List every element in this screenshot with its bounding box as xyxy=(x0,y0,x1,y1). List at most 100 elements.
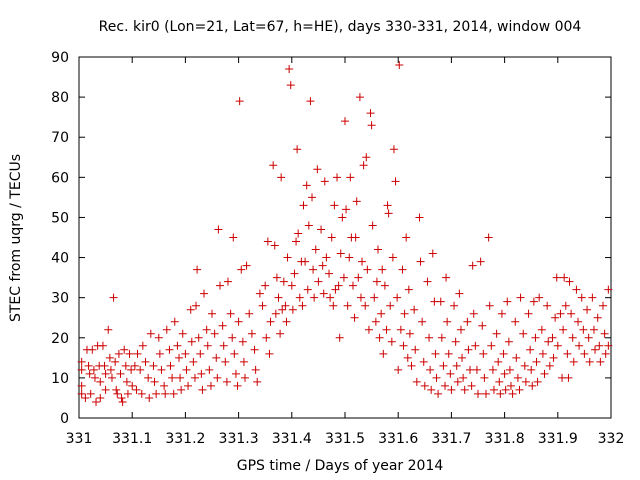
data-point xyxy=(165,345,174,354)
data-point xyxy=(501,385,510,394)
data-point xyxy=(388,253,397,262)
data-point xyxy=(123,389,132,398)
chart-title: Rec. kir0 (Lon=21, Lat=67, h=HE), days 3… xyxy=(99,19,582,35)
data-point xyxy=(506,381,515,390)
data-point xyxy=(144,373,153,382)
data-point xyxy=(503,297,512,306)
data-point xyxy=(121,361,130,370)
y-tick-label: 50 xyxy=(51,210,69,226)
data-point xyxy=(439,361,448,370)
data-point xyxy=(133,349,142,358)
data-point xyxy=(485,301,494,310)
data-point xyxy=(384,209,393,218)
data-point xyxy=(342,205,351,214)
data-point xyxy=(407,361,416,370)
data-point xyxy=(446,369,455,378)
data-point xyxy=(253,377,262,386)
data-point xyxy=(567,309,576,318)
data-point xyxy=(277,173,286,182)
data-point xyxy=(168,373,177,382)
data-point xyxy=(320,177,329,186)
x-tick-label: 332 xyxy=(598,431,625,447)
data-point xyxy=(418,317,427,326)
data-point xyxy=(561,301,570,310)
data-point xyxy=(218,321,227,330)
data-point xyxy=(222,377,231,386)
data-point xyxy=(549,353,558,362)
data-point xyxy=(375,333,384,342)
data-point xyxy=(532,357,541,366)
data-point xyxy=(309,265,318,274)
data-point xyxy=(116,369,125,378)
data-point xyxy=(604,341,613,350)
data-point xyxy=(314,277,323,286)
data-point xyxy=(394,365,403,374)
data-point xyxy=(428,249,437,258)
data-point xyxy=(471,341,480,350)
data-point xyxy=(531,333,540,342)
data-point xyxy=(556,309,565,318)
data-point xyxy=(228,333,237,342)
data-point xyxy=(497,309,506,318)
data-point xyxy=(84,361,93,370)
data-point xyxy=(450,301,459,310)
data-point xyxy=(104,325,113,334)
data-point xyxy=(281,301,290,310)
data-point xyxy=(330,201,339,210)
data-point xyxy=(341,117,349,126)
data-point xyxy=(511,317,520,326)
y-tick-label: 30 xyxy=(51,291,69,307)
data-point xyxy=(81,393,90,402)
data-point xyxy=(572,285,581,294)
data-point xyxy=(599,301,608,310)
data-point xyxy=(419,357,428,366)
data-point xyxy=(237,265,246,274)
data-point xyxy=(118,397,127,406)
data-point xyxy=(186,305,195,314)
data-point xyxy=(399,341,408,350)
data-point xyxy=(564,373,573,382)
data-point xyxy=(508,389,517,398)
data-point xyxy=(100,361,109,370)
data-point xyxy=(513,373,522,382)
data-point xyxy=(215,281,224,290)
data-point xyxy=(311,245,320,254)
data-point xyxy=(77,389,86,398)
data-point xyxy=(500,369,509,378)
data-point xyxy=(368,221,377,230)
x-axis: 331 331.1 331.2 331.3 331.4 331.5 331.6 331.7 33… xyxy=(66,57,625,447)
data-point xyxy=(476,257,485,266)
data-point xyxy=(266,317,275,326)
data-point xyxy=(589,325,598,334)
data-point xyxy=(149,361,158,370)
data-point xyxy=(177,385,186,394)
data-point xyxy=(77,381,86,390)
data-point xyxy=(350,313,359,322)
data-point xyxy=(604,285,613,294)
data-point xyxy=(294,229,303,238)
data-point xyxy=(415,213,424,222)
data-point xyxy=(584,333,593,342)
data-point xyxy=(537,325,546,334)
data-point xyxy=(499,349,508,358)
data-point xyxy=(335,333,344,342)
data-point xyxy=(371,317,380,326)
data-point xyxy=(184,381,193,390)
x-tick-label: 331.6 xyxy=(378,431,418,447)
data-point xyxy=(519,329,528,338)
data-point xyxy=(423,277,432,286)
data-point xyxy=(141,357,150,366)
data-point xyxy=(130,361,139,370)
data-point xyxy=(398,265,407,274)
data-point xyxy=(456,325,465,334)
data-point xyxy=(425,333,434,342)
data-point xyxy=(86,389,95,398)
data-point xyxy=(262,333,271,342)
data-point xyxy=(464,345,473,354)
data-point xyxy=(478,321,487,330)
data-point xyxy=(366,109,375,118)
data-point xyxy=(393,293,402,302)
data-point xyxy=(329,301,338,310)
data-point xyxy=(175,353,184,362)
data-point xyxy=(318,261,327,270)
